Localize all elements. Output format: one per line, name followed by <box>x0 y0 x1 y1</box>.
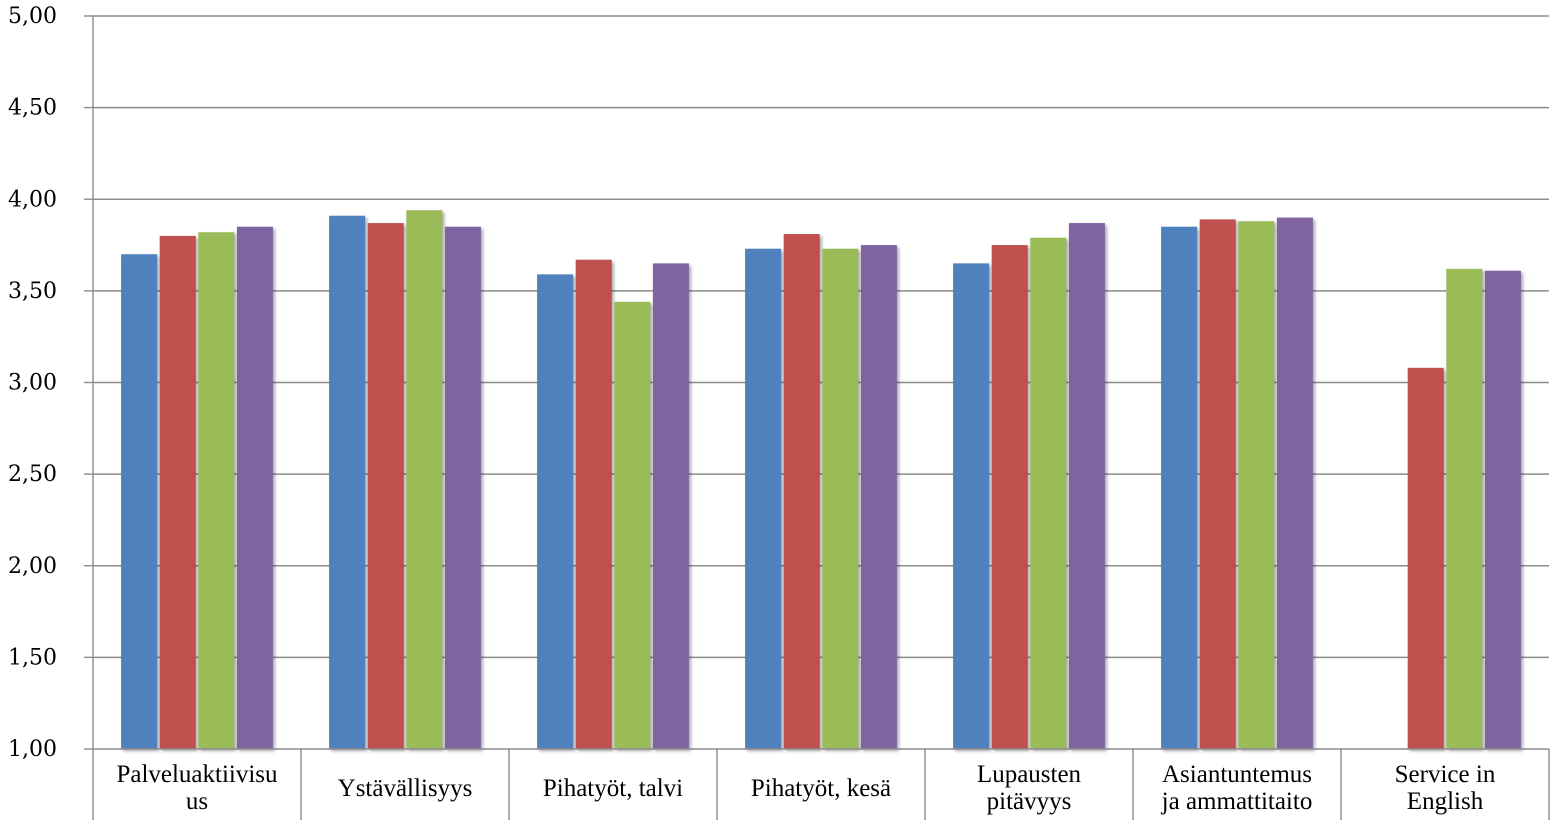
x-tick-label: us <box>186 788 208 815</box>
labels: 1,00 1,50 2,00 2,50 3,00 3,50 4,00 4,50 5,00 Palv… <box>8 4 1496 815</box>
x-tick-label: Pihatyöt, talvi <box>543 775 683 802</box>
y-tick-label: 3,00 <box>8 371 57 396</box>
x-tick-label: Ystävällisyys <box>338 775 473 802</box>
x-tick-label: Palveluaktiivisu <box>116 761 278 788</box>
bar <box>745 248 782 750</box>
bar <box>860 245 897 749</box>
x-tick-label: pitävyys <box>987 788 1072 815</box>
bar <box>159 235 196 749</box>
bar <box>1030 237 1067 750</box>
bar <box>783 234 820 749</box>
bar <box>1068 223 1105 749</box>
x-tick-label: English <box>1407 788 1484 815</box>
bar <box>367 223 404 749</box>
bar <box>652 263 689 749</box>
bar <box>1161 226 1198 750</box>
x-tick-label: Pihatyöt, kesä <box>751 775 891 802</box>
y-tick-label: 1,00 <box>8 737 57 762</box>
y-tick-label: 4,00 <box>8 187 57 212</box>
bar <box>991 245 1028 749</box>
y-tick-label: 5,00 <box>8 4 57 29</box>
bar <box>406 210 443 749</box>
bar <box>953 263 990 749</box>
bars <box>121 210 1521 750</box>
bar <box>444 226 481 750</box>
y-tick-label: 2,50 <box>8 462 57 487</box>
axes <box>84 15 1550 820</box>
bar <box>236 226 273 750</box>
gridlines <box>93 15 1549 659</box>
bar <box>198 232 235 750</box>
bar <box>1238 221 1275 750</box>
bar <box>822 248 859 750</box>
y-tick-label: 1,50 <box>8 645 57 670</box>
y-tick-label: 4,50 <box>8 96 57 121</box>
y-tick-label: 3,50 <box>8 279 57 304</box>
bar <box>1407 367 1444 749</box>
bar <box>1276 217 1313 749</box>
x-tick-label: Asiantuntemus <box>1162 761 1312 788</box>
bar <box>329 215 366 749</box>
x-tick-label: Lupausten <box>977 761 1082 788</box>
bar <box>121 254 158 749</box>
bar <box>1199 219 1236 750</box>
x-tick-label: ja ammattitaito <box>1161 788 1313 815</box>
bar <box>1446 268 1483 749</box>
bar <box>537 274 574 749</box>
bar <box>575 259 612 749</box>
bar <box>614 301 651 749</box>
y-tick-label: 2,00 <box>8 554 57 579</box>
x-tick-label: Service in <box>1395 761 1496 788</box>
bar <box>1484 270 1521 749</box>
